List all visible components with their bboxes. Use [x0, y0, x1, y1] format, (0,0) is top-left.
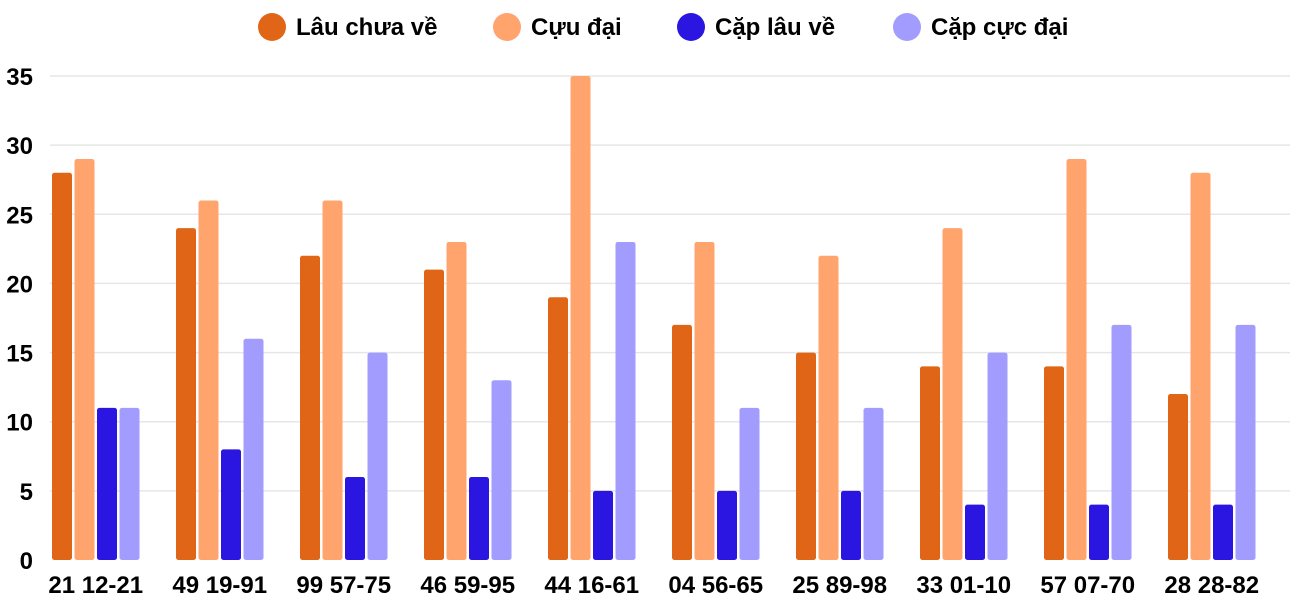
bar-group	[424, 241, 512, 560]
bar[interactable]	[97, 407, 117, 560]
bar-group	[920, 228, 1008, 560]
bar[interactable]	[243, 338, 264, 560]
bar[interactable]	[176, 228, 196, 560]
bar[interactable]	[424, 269, 444, 560]
bar[interactable]	[672, 324, 692, 560]
bar[interactable]	[615, 241, 636, 560]
bar[interactable]	[1044, 366, 1064, 560]
y-tick-label: 30	[6, 133, 33, 160]
x-tick-label: 46 59-95	[420, 572, 515, 599]
bar-group	[1044, 158, 1132, 560]
legend-item[interactable]: Cặp lâu về	[677, 13, 835, 41]
bar-group	[300, 200, 388, 560]
y-tick-label: 20	[6, 271, 33, 298]
y-tick-label: 0	[20, 548, 33, 575]
legend-marker	[493, 13, 521, 41]
bar[interactable]	[818, 255, 839, 560]
legend-label: Cặp lâu về	[715, 14, 835, 41]
y-tick-label: 35	[6, 64, 33, 91]
bar[interactable]	[1089, 504, 1109, 560]
bar[interactable]	[446, 241, 467, 560]
y-axis: 0 5 10 15 20 25 30 35	[6, 64, 33, 575]
bar[interactable]	[863, 407, 884, 560]
bar[interactable]	[74, 158, 95, 560]
legend-item[interactable]: Cặp cực đại	[893, 13, 1068, 41]
bar[interactable]	[322, 200, 343, 560]
bar[interactable]	[1111, 324, 1132, 560]
y-tick-label: 15	[6, 341, 33, 368]
bar-group	[796, 255, 884, 560]
x-tick-label: 99 57-75	[296, 572, 391, 599]
bar[interactable]	[987, 352, 1008, 560]
bar[interactable]	[570, 76, 591, 560]
bar[interactable]	[920, 366, 940, 560]
bar[interactable]	[965, 504, 985, 560]
bar[interactable]	[841, 490, 861, 560]
bar[interactable]	[198, 200, 219, 560]
bar[interactable]	[119, 407, 140, 560]
legend-marker	[258, 13, 286, 41]
x-tick-label: 04 56-65	[668, 572, 763, 599]
chart-bars	[52, 76, 1256, 561]
chart-gridlines	[50, 75, 1290, 492]
legend-label: Cặp cực đại	[931, 14, 1068, 41]
x-tick-label: 44 16-61	[544, 572, 639, 599]
bar-group	[52, 158, 140, 561]
y-tick-label: 10	[6, 410, 33, 437]
bar[interactable]	[300, 255, 320, 560]
bar[interactable]	[367, 352, 388, 560]
legend-label: Lâu chưa về	[296, 14, 437, 41]
bar[interactable]	[1190, 172, 1211, 561]
x-tick-label: 25 89-98	[792, 572, 887, 599]
bar[interactable]	[1168, 394, 1188, 560]
bar[interactable]	[739, 407, 760, 560]
chart-legend: Lâu chưa về Cựu đại Cặp lâu về Cặp cực đại	[258, 13, 1068, 41]
y-tick-label: 25	[6, 202, 33, 229]
bar[interactable]	[52, 172, 72, 561]
bar-group	[672, 241, 760, 560]
bar[interactable]	[796, 352, 816, 560]
bar[interactable]	[1213, 504, 1233, 560]
legend-marker	[677, 13, 705, 41]
bar[interactable]	[469, 477, 489, 560]
x-tick-label: 33 01-10	[916, 572, 1011, 599]
x-tick-label: 21 12-21	[48, 572, 143, 599]
bar[interactable]	[694, 241, 715, 560]
x-tick-label: 49 19-91	[172, 572, 267, 599]
bar[interactable]	[345, 477, 365, 560]
y-tick-label: 5	[20, 479, 33, 506]
legend-item[interactable]: Cựu đại	[493, 13, 622, 41]
x-tick-label: 57 07-70	[1040, 572, 1135, 599]
bar[interactable]	[491, 380, 512, 560]
x-axis: 21 12-21 49 19-91 99 57-75 46 59-95 44 16-61…	[48, 572, 1259, 599]
legend-marker	[893, 13, 921, 41]
bar[interactable]	[1235, 324, 1256, 560]
x-tick-label: 28 28-82	[1164, 572, 1259, 599]
bar-group	[548, 76, 636, 560]
bar-group	[176, 200, 264, 560]
legend-label: Cựu đại	[531, 14, 622, 41]
bar[interactable]	[942, 228, 963, 560]
bar-group	[1168, 172, 1256, 561]
bar[interactable]	[221, 449, 241, 560]
bar[interactable]	[548, 297, 568, 560]
bar[interactable]	[593, 490, 613, 560]
legend-item[interactable]: Lâu chưa về	[258, 13, 437, 41]
bar[interactable]	[717, 490, 737, 560]
bar[interactable]	[1066, 158, 1087, 560]
